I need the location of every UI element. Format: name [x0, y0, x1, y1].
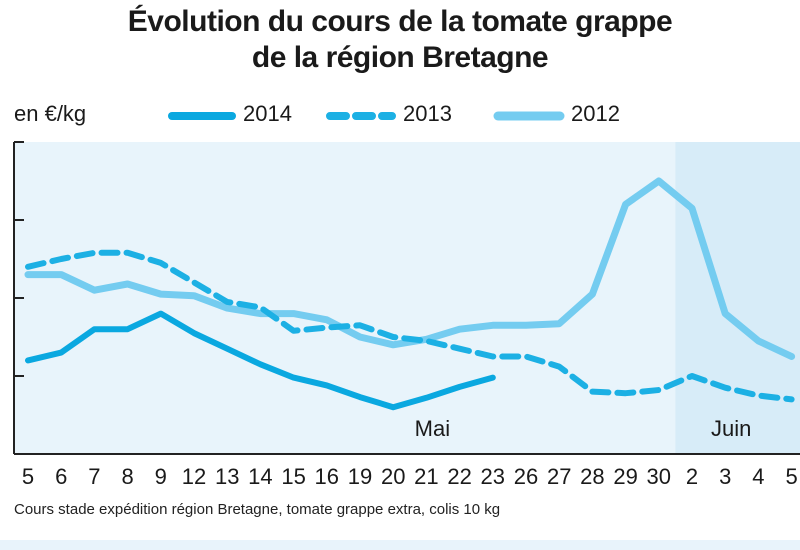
june-background: [675, 142, 800, 454]
x-tick-label: 4: [752, 464, 764, 489]
series-line-2013: [25, 249, 795, 403]
bottom-band: [0, 540, 800, 550]
title-line-2: de la région Bretagne: [251, 41, 549, 74]
x-tick-label: 14: [248, 464, 272, 489]
chart-title: Évolution du cours de la tomate grappe d…: [0, 4, 800, 76]
legend-label-2014: 2014: [243, 101, 292, 126]
x-tick-label: 27: [547, 464, 571, 489]
line-chart: 5 6 7 8 9 12 13 14 15 16 19 20 21 22 23 26 27 28 29 30 2 3 4 5M…: [13, 111, 800, 489]
legend-label-2013: 2013: [403, 101, 452, 126]
x-tick-label: 23: [481, 464, 505, 489]
x-tick-label: 5: [22, 464, 34, 489]
x-tick-label: 22: [447, 464, 471, 489]
x-tick-label: 12: [182, 464, 206, 489]
series-line-2014: [25, 310, 496, 411]
month-label: Mai: [415, 416, 450, 441]
x-tick-label: 29: [613, 464, 637, 489]
x-tick-label: 21: [414, 464, 438, 489]
x-tick-label: 26: [514, 464, 538, 489]
x-tick-label: 15: [281, 464, 305, 489]
x-tick-label: 3: [719, 464, 731, 489]
y-unit-label: en €/kg: [14, 101, 87, 126]
x-tick-label: 2: [686, 464, 698, 489]
x-tick-label: 20: [381, 464, 405, 489]
legend-label-2012: 2012: [571, 101, 620, 126]
x-tick-label: 5: [785, 464, 797, 489]
x-tick-label: 8: [121, 464, 133, 489]
x-tick-label: 9: [155, 464, 167, 489]
title-line-1: Évolution du cours de la tomate grappe: [127, 5, 673, 38]
footer-note: Cours stade expédition région Bretagne, …: [14, 501, 501, 518]
month-label: Juin: [711, 416, 751, 441]
x-tick-label: 19: [348, 464, 372, 489]
x-tick-label: 13: [215, 464, 239, 489]
series-line-2012: [24, 177, 796, 360]
x-tick-label: 28: [580, 464, 604, 489]
x-tick-label: 6: [55, 464, 67, 489]
x-tick-label: 30: [647, 464, 671, 489]
x-tick-label: 16: [315, 464, 339, 489]
x-tick-label: 7: [88, 464, 100, 489]
